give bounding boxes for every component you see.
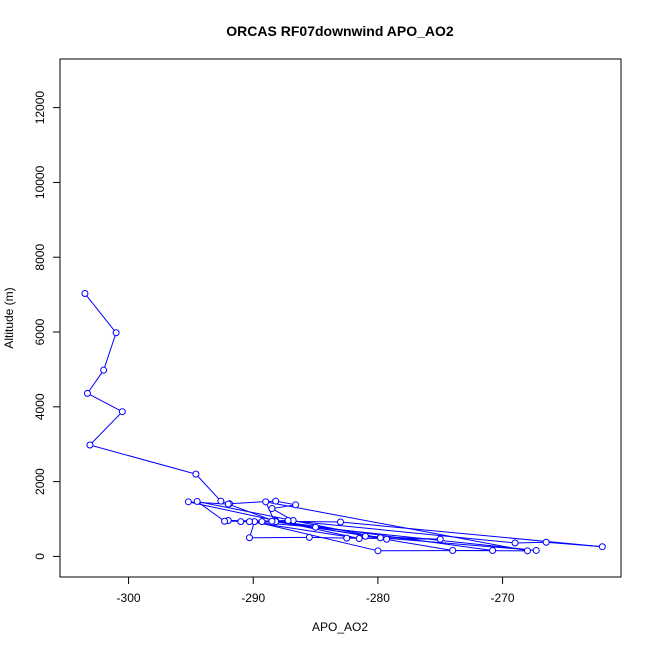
data-point bbox=[361, 532, 369, 540]
data-point bbox=[217, 497, 225, 505]
data-point bbox=[343, 534, 351, 542]
data-point bbox=[268, 505, 276, 513]
chart-title: ORCAS RF07downwind APO_AO2 bbox=[226, 23, 454, 39]
y-axis-label: Altitude (m) bbox=[2, 287, 16, 348]
data-point bbox=[237, 518, 245, 526]
data-point bbox=[184, 498, 192, 506]
series-lines bbox=[84, 293, 603, 552]
y-tick-label: 12000 bbox=[33, 91, 47, 125]
data-point bbox=[258, 518, 266, 526]
data-point bbox=[524, 547, 531, 555]
data-point bbox=[262, 498, 270, 506]
series-line-segment bbox=[254, 521, 379, 552]
data-point bbox=[598, 543, 606, 551]
data-point bbox=[192, 470, 200, 478]
data-point bbox=[449, 546, 457, 554]
data-point bbox=[436, 535, 444, 543]
data-point bbox=[81, 290, 89, 298]
series-line-segment bbox=[195, 473, 222, 502]
data-point bbox=[100, 366, 108, 374]
x-tick-label: -300 bbox=[117, 591, 141, 605]
series-line-segment bbox=[275, 520, 493, 551]
series-points bbox=[81, 290, 606, 555]
data-point bbox=[272, 497, 280, 505]
series-line-segment bbox=[103, 332, 117, 371]
series-line-segment bbox=[84, 293, 117, 334]
y-tick-label: 2000 bbox=[33, 468, 47, 495]
data-point bbox=[193, 497, 201, 505]
data-point bbox=[221, 517, 229, 525]
data-point bbox=[118, 408, 126, 416]
data-point bbox=[245, 518, 253, 526]
data-point bbox=[292, 501, 300, 509]
y-tick-label: 10000 bbox=[33, 165, 47, 199]
series-line-segment bbox=[271, 504, 296, 510]
series-line-segment bbox=[315, 526, 537, 551]
plot-frame bbox=[59, 58, 622, 578]
x-tick-label: -280 bbox=[366, 591, 390, 605]
series-line-segment bbox=[515, 541, 547, 544]
data-point bbox=[542, 538, 550, 546]
y-tick-label: 8000 bbox=[33, 244, 47, 271]
data-point bbox=[268, 517, 276, 525]
x-tick-label: -270 bbox=[491, 591, 515, 605]
series-line-segment bbox=[288, 520, 516, 544]
series-line-segment bbox=[87, 392, 123, 413]
series-line-segment bbox=[309, 536, 347, 539]
data-point bbox=[374, 547, 382, 555]
data-point bbox=[112, 329, 120, 337]
data-point bbox=[224, 500, 232, 508]
data-point bbox=[83, 389, 91, 397]
data-point bbox=[305, 533, 313, 541]
series-line-segment bbox=[340, 521, 603, 548]
data-point bbox=[355, 534, 363, 542]
data-point bbox=[337, 518, 344, 526]
series-line-segment bbox=[265, 501, 528, 552]
data-point bbox=[245, 534, 253, 542]
y-axis: 0 2000 4000 6000 8000 10000 12000 bbox=[33, 91, 60, 560]
data-point bbox=[86, 441, 94, 449]
data-point bbox=[383, 535, 391, 543]
x-tick-label: -290 bbox=[241, 591, 265, 605]
series-line-segment bbox=[89, 411, 123, 446]
data-point bbox=[532, 546, 540, 554]
series-line-segment bbox=[380, 537, 537, 551]
series-line-segment bbox=[87, 369, 105, 394]
data-point bbox=[511, 539, 519, 547]
series-line-segment bbox=[546, 541, 603, 548]
y-tick-label: 4000 bbox=[33, 393, 47, 420]
series-line-segment bbox=[89, 444, 197, 475]
series-line-segment bbox=[249, 521, 360, 539]
data-point bbox=[284, 517, 292, 525]
data-point bbox=[489, 546, 497, 554]
y-tick-label: 6000 bbox=[33, 318, 47, 345]
x-axis: -300 -290 -280 -270 bbox=[117, 577, 515, 605]
x-axis-label: APO_AO2 bbox=[312, 620, 368, 634]
data-point bbox=[376, 534, 384, 542]
data-point bbox=[312, 523, 320, 531]
y-tick-label: 0 bbox=[33, 553, 47, 560]
